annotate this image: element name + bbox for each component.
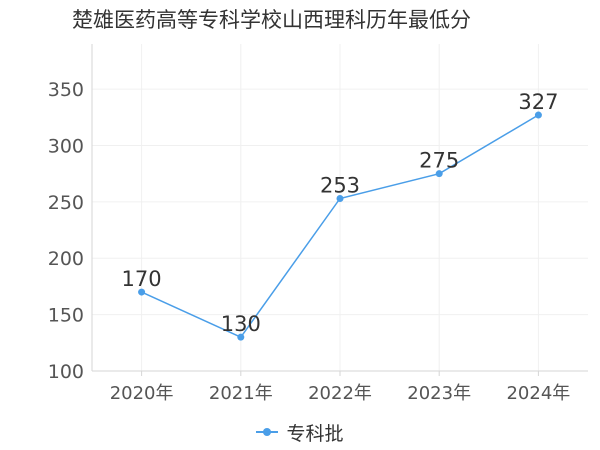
- data-label: 253: [320, 173, 360, 197]
- data-point: [336, 194, 344, 202]
- x-tick-label: 2020年: [110, 383, 174, 404]
- chart-title: 楚雄医药高等专科学校山西理科历年最低分: [72, 8, 471, 32]
- legend-swatch: [256, 425, 279, 439]
- x-tick-label: 2022年: [308, 383, 372, 404]
- x-tick-label: 2021年: [209, 383, 273, 404]
- data-point: [138, 288, 146, 296]
- legend-marker: [263, 428, 272, 436]
- data-label: 170: [122, 267, 162, 291]
- y-tick-label: 200: [48, 248, 84, 270]
- data-point: [435, 170, 443, 178]
- data-label: 327: [518, 90, 558, 114]
- x-tick-label: 2023年: [407, 383, 471, 404]
- y-tick-label: 300: [48, 135, 84, 157]
- y-tick-label: 250: [48, 192, 84, 214]
- data-label: 275: [419, 149, 459, 173]
- y-tick-label: 350: [48, 79, 84, 101]
- data-label: 130: [221, 312, 261, 336]
- y-tick-label: 100: [48, 361, 84, 383]
- y-tick-label: 150: [48, 305, 84, 327]
- legend[interactable]: 专科批: [0, 418, 600, 446]
- legend-label: 专科批: [286, 422, 344, 445]
- data-point: [534, 111, 542, 119]
- data-point: [237, 333, 245, 341]
- x-tick-label: 2024年: [506, 383, 570, 404]
